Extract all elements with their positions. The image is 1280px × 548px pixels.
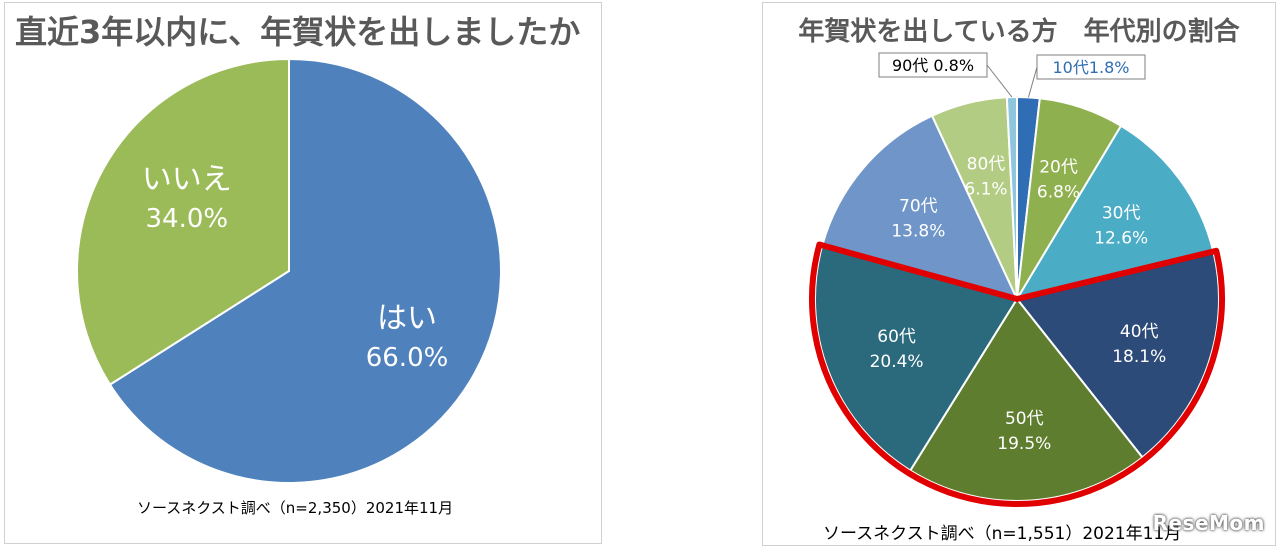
callout-label: 90代 0.8% [892,56,974,75]
highlight-outline [809,241,1225,507]
slice-value-label: 18.1% [1112,347,1166,367]
callout-leader-line [986,64,1013,98]
pie-slice-40代 [1015,250,1220,459]
chart-source: ソースネクスト調べ（n=1,551）2021年11月 [823,524,1182,544]
chart-title: 直近3年以内に、年賀状を出しましたか [15,13,581,51]
slice-category-label: いいえ [142,162,232,197]
callout-leader-line [1027,66,1038,98]
slice-value-label: 13.8% [891,221,945,241]
slice-value-label: 20.4% [870,352,924,372]
pie-chart-panel-sent: 直近3年以内に、年賀状を出しましたか はい 66.0% いいえ 34.0% ソースネク… [4,2,602,544]
callout-box [878,52,988,78]
pie-chart-sent: はい 66.0% いいえ 34.0% [75,57,502,484]
pie-slice-70代 [821,114,1019,301]
slice-value-label: 6.1% [964,179,1007,199]
pie-chart-panel-age: 年賀状を出している方 年代別の割合 20代 6.8% 30代 12.6% 40代 18.1… [762,2,1276,546]
slice-value-label: 6.8% [1037,183,1080,203]
slice-category-label: 50代 [1005,409,1044,429]
pie-chart-age: 20代 6.8% 30代 12.6% 40代 18.1% 50代 19.5% 60代 20.4% 7… [809,52,1225,507]
slice-category-label: 70代 [899,196,938,216]
chart-title: 年賀状を出している方 年代別の割合 [798,17,1240,47]
pie-slice-いいえ [75,57,290,386]
slice-category-label: はい [377,301,437,336]
pie-slice-はい [108,57,502,484]
slice-category-label: 30代 [1102,203,1141,223]
pie-slice-60代 [814,244,1019,472]
watermark-logo: ReseMom [1152,511,1265,535]
slice-category-label: 60代 [877,327,916,347]
callout-label: 10代1.8% [1052,58,1129,77]
pie-slice-90代 [1005,95,1018,300]
slice-category-label: 40代 [1120,322,1159,342]
slice-value-label: 19.5% [997,434,1051,454]
slice-value-label: 12.6% [1094,228,1148,248]
pie-slice-50代 [908,297,1144,502]
callout-box [1036,54,1146,80]
slice-category-label: 20代 [1039,158,1078,178]
slice-value-label: 66.0% [366,343,449,373]
slice-value-label: 34.0% [146,204,229,234]
chart-source: ソースネクスト調べ（n=2,350）2021年11月 [137,499,454,517]
pie-slice-30代 [1014,124,1215,301]
slice-category-label: 80代 [967,154,1006,174]
